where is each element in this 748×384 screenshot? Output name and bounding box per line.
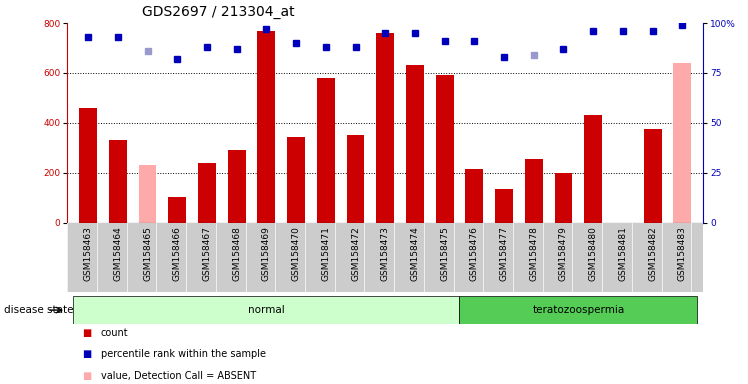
Bar	[198, 163, 216, 223]
Text: GSM158474: GSM158474	[411, 226, 420, 281]
Text: GSM158483: GSM158483	[678, 226, 687, 281]
Bar	[346, 136, 364, 223]
Text: GSM158475: GSM158475	[440, 226, 449, 281]
Bar	[554, 173, 572, 223]
Bar	[406, 65, 424, 223]
Text: GSM158480: GSM158480	[589, 226, 598, 281]
Bar	[287, 137, 305, 223]
Text: GSM158468: GSM158468	[232, 226, 241, 281]
Text: GDS2697 / 213304_at: GDS2697 / 213304_at	[142, 5, 295, 19]
Text: GSM158477: GSM158477	[500, 226, 509, 281]
Bar	[436, 76, 453, 223]
Text: GSM158466: GSM158466	[173, 226, 182, 281]
Text: ■: ■	[82, 328, 91, 338]
Bar	[525, 159, 543, 223]
Text: GSM158470: GSM158470	[292, 226, 301, 281]
Text: GSM158463: GSM158463	[84, 226, 93, 281]
Text: GSM158478: GSM158478	[530, 226, 539, 281]
Text: count: count	[101, 328, 129, 338]
Text: GSM158481: GSM158481	[619, 226, 628, 281]
Text: disease state: disease state	[4, 305, 73, 315]
Text: GSM158465: GSM158465	[143, 226, 152, 281]
Bar	[168, 197, 186, 223]
Text: normal: normal	[248, 305, 285, 315]
Bar	[73, 296, 459, 324]
Text: GSM158479: GSM158479	[559, 226, 568, 281]
Text: percentile rank within the sample: percentile rank within the sample	[101, 349, 266, 359]
Text: GSM158482: GSM158482	[648, 226, 657, 281]
Text: GSM158469: GSM158469	[262, 226, 271, 281]
Bar	[79, 108, 97, 223]
Bar	[376, 33, 394, 223]
Bar	[584, 115, 602, 223]
Bar	[138, 166, 156, 223]
Bar	[317, 78, 334, 223]
Text: GSM158473: GSM158473	[381, 226, 390, 281]
Text: GSM158471: GSM158471	[322, 226, 331, 281]
Text: teratozoospermia: teratozoospermia	[533, 305, 625, 315]
Text: value, Detection Call = ABSENT: value, Detection Call = ABSENT	[101, 371, 256, 381]
Text: GSM158472: GSM158472	[351, 226, 360, 281]
Text: GSM158464: GSM158464	[114, 226, 123, 281]
Text: GSM158476: GSM158476	[470, 226, 479, 281]
Bar	[673, 63, 691, 223]
Bar	[227, 151, 245, 223]
Bar	[459, 296, 697, 324]
Bar	[465, 169, 483, 223]
Bar	[495, 189, 513, 223]
Bar	[257, 31, 275, 223]
Bar	[109, 141, 126, 223]
Text: ■: ■	[82, 349, 91, 359]
Text: ■: ■	[82, 371, 91, 381]
Text: GSM158467: GSM158467	[203, 226, 212, 281]
Bar	[644, 129, 661, 223]
